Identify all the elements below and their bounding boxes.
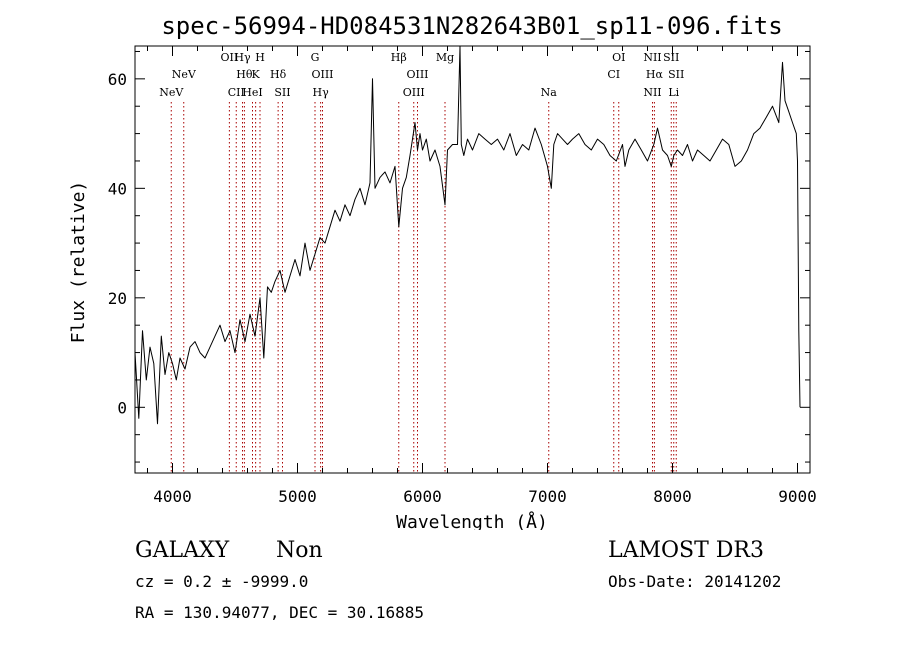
marker-label-15: OIII (406, 68, 428, 81)
y-tick-label-0: 0 (117, 398, 127, 417)
marker-label-7: H (255, 51, 265, 64)
x-tick-label-8000: 8000 (653, 487, 692, 506)
x-tick-label-4000: 4000 (153, 487, 192, 506)
redshift-readout: cz = 0.2 ± -9999.0 (135, 572, 309, 591)
marker-label-12: OIII (311, 68, 333, 81)
y-tick-label-20: 20 (108, 289, 127, 308)
chart-title: spec-56994-HD084531N282643B01_sp11-096.f… (161, 12, 782, 40)
marker-label-24: SII (668, 68, 684, 81)
y-axis-label: Flux (relative) (68, 181, 89, 344)
y-tick-label-60: 60 (108, 70, 127, 89)
marker-label-9: Hδ (270, 68, 287, 81)
marker-label-18: Na (541, 86, 558, 99)
marker-label-14: Hβ (391, 51, 407, 64)
marker-label-23: Hα (646, 68, 664, 81)
marker-label-0: NeV (159, 86, 184, 99)
object-subclass: Non (276, 538, 323, 563)
x-tick-label-5000: 5000 (278, 487, 317, 506)
marker-label-25: NII (643, 86, 661, 99)
x-tick-label-6000: 6000 (403, 487, 442, 506)
marker-label-22: SII (663, 51, 679, 64)
axis-ticks: 4000 5000 6000 7000 8000 9000 0 20 40 60 (108, 46, 817, 506)
marker-label-21: NII (643, 51, 661, 64)
series-line-flux (134, 45, 801, 425)
marker-label-19: OI (612, 51, 625, 64)
marker-label-10: SII (274, 86, 290, 99)
marker-label-2: OII (221, 51, 239, 64)
survey-name: LAMOST DR3 (608, 538, 764, 563)
marker-label-20: CI (607, 68, 620, 81)
marker-label-11: G (311, 51, 320, 64)
marker-label-8: K (252, 68, 261, 81)
marker-label-3: CII (228, 86, 245, 99)
obs-date: Obs-Date: 20141202 (608, 572, 782, 591)
x-tick-label-7000: 7000 (528, 487, 567, 506)
line-markers: NeV NeV OII CII Hγ Hθ HeI HK Hδ SII G OIII Hγ Hβ OIII O… (159, 51, 684, 473)
marker-label-26: Li (668, 86, 679, 99)
series-layer (134, 45, 801, 425)
marker-label-5: Hθ (236, 68, 253, 81)
object-class: GALAXY (135, 538, 230, 563)
spectrum-chart: spec-56994-HD084531N282643B01_sp11-096.f… (68, 12, 817, 530)
coordinates: RA = 130.94077, DEC = 30.16885 (135, 603, 424, 622)
x-tick-label-9000: 9000 (778, 487, 817, 506)
marker-label-4: Hγ (234, 51, 251, 64)
marker-label-1: NeV (172, 68, 197, 81)
x-axis-label: Wavelength (Å) (396, 511, 548, 530)
marker-label-17: Mg (436, 51, 454, 64)
marker-label-13: Hγ (313, 86, 330, 99)
marker-label-6: HeI (242, 86, 262, 99)
y-tick-label-40: 40 (108, 179, 127, 198)
marker-label-16: OIII (403, 86, 425, 99)
